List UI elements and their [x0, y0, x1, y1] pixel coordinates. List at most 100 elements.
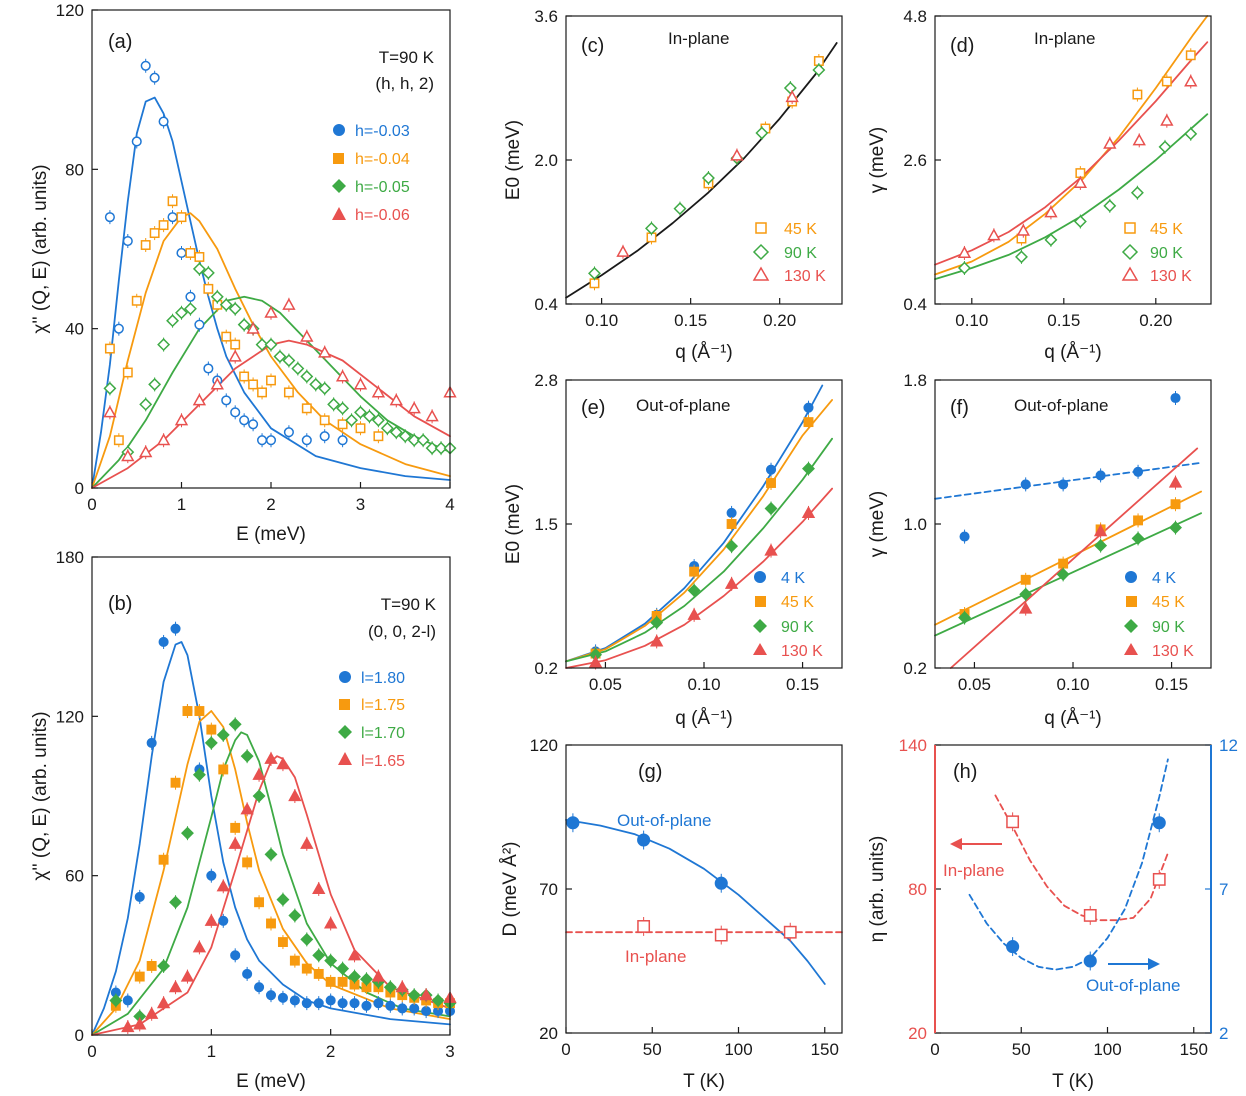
panel-c-plot: 0.10 0.15 0.20 0.4 2.0 3.6 [534, 7, 838, 330]
panel-a-point-h-0-06 [353, 377, 368, 390]
panel-a-point-h-0-05 [291, 362, 305, 375]
panel-d-point-130-k [1132, 133, 1146, 146]
panel-b-point-l-1-70 [360, 972, 373, 986]
panel-a-point-h-0-06 [389, 393, 403, 406]
panel-h-xtick-label: 50 [1012, 1040, 1031, 1059]
panel-d-ylabel: γ (meV) [867, 127, 888, 194]
panel-b-point-l-1-70 [240, 749, 254, 763]
panel-f-point-45-k [1170, 499, 1181, 510]
panel-b-point-l-1-65 [216, 879, 230, 892]
panel-c-point-130-k [616, 244, 630, 257]
panel-a-point-h-0-04 [122, 367, 133, 378]
legend-marker-45k-f [1126, 596, 1137, 607]
panel-b-point-l-1-75 [254, 897, 265, 908]
panel-g-point-in-plane [714, 928, 728, 942]
panel-b-point-l-1-75 [170, 777, 181, 788]
panel-b-point-l-1-80 [313, 998, 324, 1009]
panel-e-point-130-k [588, 655, 603, 668]
panel-d-ytick-label: 2.6 [903, 151, 927, 170]
panel-e-ytick-label: 0.2 [534, 659, 558, 678]
panel-d-ytick-label: 0.4 [903, 295, 927, 314]
panel-f-point-4-k [1095, 470, 1106, 481]
panel-f-xlabel: q (Å⁻¹) [1044, 708, 1102, 729]
panel-e-point-90-k [725, 539, 739, 553]
panel-a-point-h-0-04 [301, 403, 312, 414]
panel-b-point-l-1-80 [421, 1006, 432, 1017]
legend-marker-l-165 [338, 752, 352, 765]
panel-g-xtick-label: 150 [811, 1040, 839, 1059]
panel-a-xtick-label: 4 [445, 495, 454, 514]
panel-b-point-l-1-65 [371, 969, 386, 982]
panel-d-label: (d) [950, 35, 974, 57]
panel-b-point-l-1-65 [228, 836, 242, 849]
panel-b-point-l-1-75 [289, 955, 300, 966]
panel-b-point-l-1-80 [373, 998, 384, 1009]
panel-b-point-l-1-65 [288, 789, 302, 802]
panel-a-point-h-0-05 [398, 429, 412, 443]
panel-e-fit-curve-blue [565, 384, 824, 663]
panel-d-xtick-label: 0.15 [1047, 311, 1080, 330]
legend-label-l-180: l=1.80 [361, 670, 405, 687]
panel-a-point-h-0-05 [139, 397, 153, 411]
legend-marker-h-003 [333, 124, 345, 136]
panel-f-point-90-k [1019, 587, 1033, 601]
panel-b-point-l-1-75 [325, 976, 336, 987]
panel-b-point-l-1-80 [361, 1000, 372, 1011]
panel-g-plot: 0 50 100 150 20 70 120 [530, 736, 843, 1059]
panel-b-point-l-1-65 [300, 836, 314, 849]
legend-marker-90k [752, 243, 770, 261]
panel-e-point-45-k [766, 478, 776, 488]
panel-b-point-l-1-70 [300, 932, 314, 946]
panel-c-xtick-label: 0.20 [763, 311, 796, 330]
panel-b-point-l-1-80 [337, 998, 348, 1009]
panel-a-point-h-0-05 [255, 338, 269, 352]
panel-a-point-h-0-05 [192, 262, 206, 276]
legend-label-45k-d: 45 K [1150, 221, 1183, 238]
panel-b-point-l-1-75 [146, 961, 157, 971]
panel-b-point-l-1-80 [230, 950, 241, 961]
panel-a-ytick-label: 0 [75, 479, 84, 498]
panel-a-point-h-0-03 [230, 407, 241, 418]
panel-a-point-h-0-03 [221, 395, 232, 406]
panel-g-annotation-outofplane: Out-of-plane [617, 811, 712, 830]
panel-a-point-h-0-05 [434, 441, 448, 455]
panel-b-point-l-1-80 [158, 636, 169, 648]
panel-h-point-out-of-plane [1006, 940, 1020, 954]
panel-b-point-l-1-80 [349, 998, 360, 1009]
panel-a-annotation-temp: T=90 K [379, 48, 435, 67]
panel-a-point-h-0-05 [345, 413, 359, 427]
panel-f-point-90-k [1056, 567, 1070, 581]
panel-a-point-h-0-03 [283, 427, 294, 438]
panel-e-fit-curve-red [565, 487, 833, 669]
panel-a-fit-curve-h-0-06 [91, 339, 451, 489]
panel-a-fit-curve-h-0-04 [91, 212, 451, 489]
panel-h-outofplane-arrow [1108, 958, 1160, 970]
panel-b-point-l-1-65 [240, 802, 254, 815]
panel-h-xtick-label: 0 [930, 1040, 939, 1059]
panel-a-point-h-0-04 [248, 379, 259, 390]
panel-b-point-l-1-75 [266, 918, 276, 929]
panel-a-point-h-0-05 [354, 405, 367, 419]
panel-b-point-l-1-70 [348, 970, 361, 984]
panel-a-legend: h=-0.03 h=-0.04 h=-0.05 h=-0.06 [332, 123, 410, 224]
panel-a-point-h-0-04 [283, 387, 294, 398]
panel-b-point-l-1-80 [289, 995, 300, 1006]
panel-g-ytick-label: 20 [539, 1024, 558, 1043]
panel-a-point-h-0-04 [140, 240, 151, 250]
legend-marker-l-175 [339, 699, 350, 710]
panel-e-legend: 4 K 45 K 90 K 130 K [753, 570, 823, 660]
panel-e-xtick-label: 0.15 [786, 675, 819, 694]
panel-b-point-l-1-65 [133, 1017, 147, 1030]
legend-label-h-005: h=-0.05 [355, 179, 410, 196]
panel-c-xtick-label: 0.15 [674, 311, 707, 330]
panel-c-point-90-k [755, 126, 769, 140]
legend-marker-130k-e [753, 643, 767, 655]
panel-a-point-h-0-05 [228, 302, 242, 316]
panel-d-point-90-k [1158, 140, 1172, 154]
panel-a-point-h-0-05 [327, 397, 341, 411]
panel-a-point-h-0-05 [183, 302, 197, 316]
panel-e-point-130-k [801, 505, 816, 518]
panel-b-point-l-1-80 [206, 870, 217, 881]
panel-a-point-h-0-06 [282, 297, 296, 310]
panel-g-xtick-label: 0 [561, 1040, 570, 1059]
